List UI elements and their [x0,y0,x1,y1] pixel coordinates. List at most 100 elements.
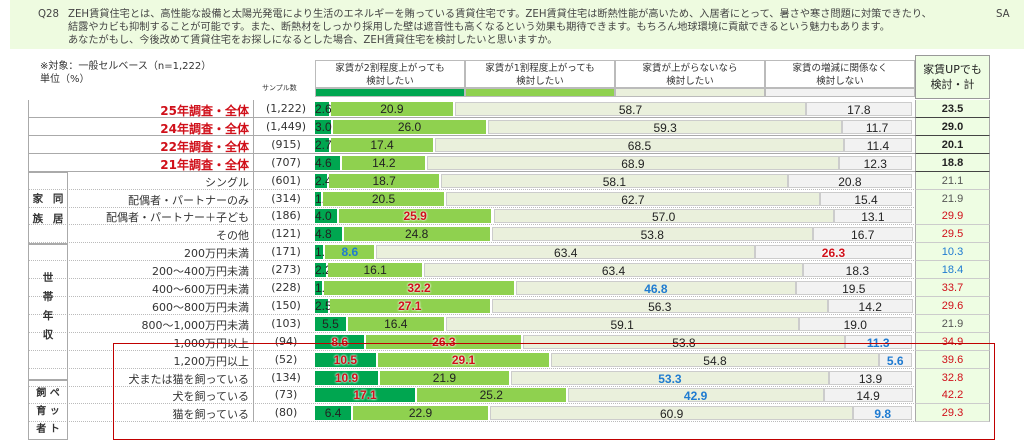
chart-row: 200～400万円未満 (273) 2.2 16.1 63.4 18.3 18.4 [28,261,990,280]
chart-note: ※対象：一般セルベース（n=1,222） 単位（%） [40,60,211,86]
sample-size: (150) [271,298,301,312]
bar-segment-1: 27.1 [329,298,492,313]
row-label: 200万円未満 [184,247,249,261]
total-value: 42.2 [915,386,990,405]
bar-segment-3: 9.8 [853,406,912,421]
row-label: 24年調査・全体 [160,121,249,136]
legend-swatch-3 [765,88,915,97]
bar-segment-0: 8.6 [315,334,367,349]
total-value: 29.3 [915,404,990,423]
bar-segment-0: 10.5 [315,352,378,367]
group-pet: 飼 ペ 育 ッ 者 ト [28,380,68,440]
bar-segment-1: 21.9 [380,370,511,385]
bar-segment-0: 2.4 [315,173,332,188]
bar-segment-2: 57.0 [493,209,834,224]
sample-size: (80) [274,406,298,420]
row-label: 1,000万円以上 [173,336,250,350]
chart-row: 200万円未満 (171) 1.7 8.6 63.4 26.3 10.3 [28,243,990,262]
bar-segment-2: 68.5 [434,137,844,153]
chart-row: 1,000万円以上 (94) 8.6 26.3 53.8 11.3 34.9 [28,332,990,351]
legend-label-3: 家賃の増減に関係なく 検討しない [765,60,915,88]
bar-segment-0: 2.7 [315,137,332,152]
row-label: 400～600万円未満 [152,283,249,296]
sample-size: (314) [271,191,301,205]
bar-segment-3: 16.7 [812,227,913,242]
legend-swatch-0 [315,88,465,97]
bar-segment-0: 1.7 [315,245,332,260]
total-value: 21.9 [915,189,990,208]
row-label: 犬を飼っている [172,390,249,404]
total-value: 10.3 [915,243,990,262]
chart-row: シングル (601) 2.4 18.7 58.1 20.8 21.1 [28,171,990,190]
chart-row: 600～800万円未満 (150) 2.5 27.1 56.3 14.2 29.6 [28,296,990,315]
sample-size: (601) [271,173,301,187]
row-label: 配偶者・パートナーのみ [128,193,249,207]
sample-size: (103) [271,316,301,330]
chart-row: 25年調査・全体 (1,222) 2.6 20.9 58.7 17.8 23.5 [28,100,990,118]
bar-segment-0: 6.4 [315,406,354,421]
bar-segment-2: 46.8 [516,281,796,296]
bar-segment-1: 20.5 [323,191,446,206]
sample-size: (228) [271,281,301,294]
bar-segment-2: 68.9 [427,155,839,171]
bar-segment-0: 17.1 [315,388,418,403]
bar-segment-3: 14.2 [827,298,913,314]
bar-segment-0: 1.5 [315,281,332,295]
bar-segment-3: 18.3 [802,263,912,278]
row-label: 21年調査・全体 [160,157,249,172]
bar-segment-0: 4.0 [315,209,339,224]
bar-segment-0: 2.2 [315,263,332,278]
row-label: 猫を飼っている [172,408,249,422]
bar-segment-1: 25.2 [417,388,568,403]
legend-label-1: 家賃が1割程度上がっても 検討したい [465,60,615,88]
sample-size-header: サンプル数 [262,84,297,92]
bar-segment-3: 20.8 [787,173,912,189]
bar-segment-3: 15.4 [820,191,912,207]
sample-size: (121) [271,227,301,241]
sample-size: (1,449) [265,119,307,133]
bar-segment-2: 53.8 [523,334,845,350]
chart-row: 21年調査・全体 (707) 4.6 14.2 68.9 12.3 18.8 [28,153,990,172]
bar-segment-2: 63.4 [424,263,803,278]
total-column-header: 家賃UPでも 検討・計 [915,55,990,99]
row-label: 1,200万円以上 [173,354,250,368]
bar-segment-1: 22.9 [353,406,490,421]
sample-size: (134) [271,370,301,384]
bar-segment-3: 11.3 [844,334,912,350]
group-household: 家 同 族 居 [28,172,68,244]
sample-size: (73) [274,388,298,402]
total-value: 29.6 [915,296,990,315]
row-label: その他 [216,229,249,243]
bar-segment-0: 2.6 [315,102,332,116]
bar-segment-3: 26.3 [754,245,912,260]
bar-segment-2: 56.3 [491,298,828,314]
bar-segment-3: 11.4 [843,137,912,153]
bar-segment-3: 19.0 [798,316,912,332]
bar-segment-1: 24.8 [343,227,492,242]
bar-segment-2: 42.9 [567,388,824,403]
sample-size: (707) [271,155,301,169]
bar-segment-0: 3.0 [315,119,333,134]
chart-row: 1,200万円以上 (52) 10.5 29.1 54.8 5.6 39.6 [28,350,990,369]
bar-segment-1: 32.2 [323,281,517,295]
sample-size: (915) [271,137,301,151]
chart-row: 犬または猫を飼っている (134) 10.9 21.9 53.3 13.9 32.8 [28,368,990,387]
bar-segment-1: 8.6 [325,245,377,260]
sample-size: (52) [274,352,298,366]
legend-label-0: 家賃が2割程度上がっても 検討したい [315,60,465,88]
total-value: 33.7 [915,279,990,297]
bar-segment-3: 12.3 [838,155,912,171]
total-value: 29.0 [915,117,990,136]
row-label: 25年調査・全体 [160,104,249,118]
bar-segment-1: 18.7 [329,173,441,188]
bar-segment-2: 59.1 [445,316,799,332]
bar-segment-1: 14.2 [342,155,428,170]
target-note: ※対象：一般セルベース（n=1,222） [40,61,212,72]
bar-segment-1: 17.4 [331,137,435,152]
total-value: 29.9 [915,207,990,226]
chart-row: 犬を飼っている (73) 17.1 25.2 42.9 14.9 42.2 [28,386,990,405]
bar-segment-1: 26.0 [332,119,489,134]
legend-swatch-2 [615,88,765,97]
bar-segment-3: 19.5 [795,281,912,296]
unit-note: 単位（%） [40,74,90,85]
